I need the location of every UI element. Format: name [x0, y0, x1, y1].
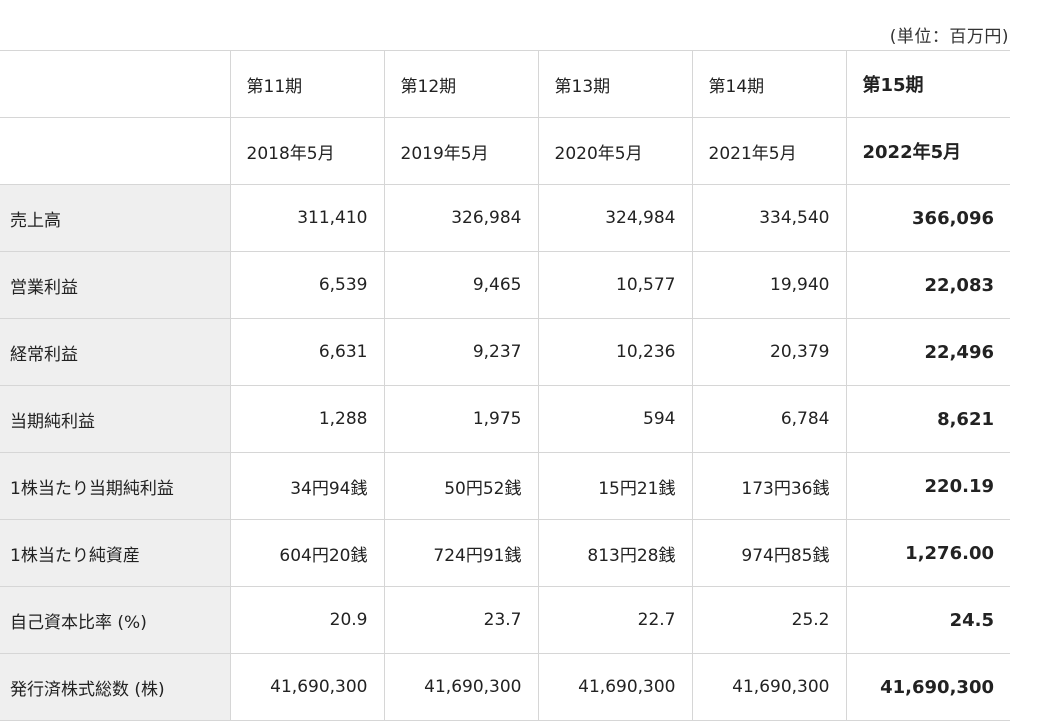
table-cell-current: 220.19 [845, 452, 1010, 520]
table-cell: 19,940 [691, 251, 846, 319]
corner-cell [0, 117, 230, 185]
table-cell: 604円20銭 [229, 519, 384, 587]
table-cell: 813円28銭 [537, 519, 692, 587]
table-row: 経常利益 6,631 9,237 10,236 20,379 22,496 [0, 318, 1010, 386]
table-cell: 334,540 [691, 184, 846, 252]
table-cell: 6,784 [691, 385, 846, 453]
header-row-period: 第11期 第12期 第13期 第14期 第15期 [0, 50, 1010, 118]
table-cell: 724円91銭 [383, 519, 538, 587]
period-header-current: 第15期 [845, 50, 1010, 118]
table-cell: 173円36銭 [691, 452, 846, 520]
table-row: 1株当たり純資産 604円20銭 724円91銭 813円28銭 974円85銭… [0, 519, 1010, 587]
table-cell: 326,984 [383, 184, 538, 252]
corner-cell [0, 50, 230, 118]
table-row: 1株当たり当期純利益 34円94銭 50円52銭 15円21銭 173円36銭 … [0, 452, 1010, 520]
table-cell: 50円52銭 [383, 452, 538, 520]
table-cell: 6,539 [229, 251, 384, 319]
table-cell: 23.7 [383, 586, 538, 654]
table-cell: 25.2 [691, 586, 846, 654]
table-cell: 41,690,300 [537, 653, 692, 721]
table-cell: 311,410 [229, 184, 384, 252]
table-cell: 9,237 [383, 318, 538, 386]
row-label-ordinary-income: 経常利益 [0, 318, 230, 386]
date-header: 2018年5月 [229, 117, 384, 185]
row-label-net-income: 当期純利益 [0, 385, 230, 453]
table-cell: 20,379 [691, 318, 846, 386]
table-cell: 41,690,300 [229, 653, 384, 721]
table-cell: 594 [537, 385, 692, 453]
date-header: 2021年5月 [691, 117, 846, 185]
unit-note: (単位：百万円) [889, 27, 1009, 47]
table-cell-current: 24.5 [845, 586, 1010, 654]
table-row: 自己資本比率 (%) 20.9 23.7 22.7 25.2 24.5 [0, 586, 1010, 654]
period-header: 第14期 [691, 50, 846, 118]
date-header-current: 2022年5月 [845, 117, 1010, 185]
table-cell: 1,288 [229, 385, 384, 453]
header-row-date: 2018年5月 2019年5月 2020年5月 2021年5月 2022年5月 [0, 117, 1010, 185]
table-cell: 10,236 [537, 318, 692, 386]
row-label-bps: 1株当たり純資産 [0, 519, 230, 587]
date-header: 2020年5月 [537, 117, 692, 185]
table-row: 営業利益 6,539 9,465 10,577 19,940 22,083 [0, 251, 1010, 319]
table-cell-current: 8,621 [845, 385, 1010, 453]
period-header: 第11期 [229, 50, 384, 118]
row-label-shares-issued: 発行済株式総数 (株) [0, 653, 230, 721]
table-cell: 41,690,300 [691, 653, 846, 721]
table-cell-current: 22,083 [845, 251, 1010, 319]
table-cell-current: 41,690,300 [845, 653, 1010, 721]
period-header: 第12期 [383, 50, 538, 118]
table-cell-current: 1,276.00 [845, 519, 1010, 587]
row-label-operating-income: 営業利益 [0, 251, 230, 319]
table-row: 当期純利益 1,288 1,975 594 6,784 8,621 [0, 385, 1010, 453]
table-cell: 34円94銭 [229, 452, 384, 520]
table-cell: 15円21銭 [537, 452, 692, 520]
table-cell: 10,577 [537, 251, 692, 319]
table-cell: 9,465 [383, 251, 538, 319]
table-cell: 1,975 [383, 385, 538, 453]
table-cell: 22.7 [537, 586, 692, 654]
financial-summary-table: 第11期 第12期 第13期 第14期 第15期 2018年5月 2019年5月… [0, 50, 1010, 721]
table-cell: 974円85銭 [691, 519, 846, 587]
table-row: 発行済株式総数 (株) 41,690,300 41,690,300 41,690… [0, 653, 1010, 721]
table-cell: 41,690,300 [383, 653, 538, 721]
row-label-net-sales: 売上高 [0, 184, 230, 252]
table-cell: 20.9 [229, 586, 384, 654]
row-label-eps: 1株当たり当期純利益 [0, 452, 230, 520]
date-header: 2019年5月 [383, 117, 538, 185]
period-header: 第13期 [537, 50, 692, 118]
table-row: 売上高 311,410 326,984 324,984 334,540 366,… [0, 184, 1010, 252]
table-cell-current: 22,496 [845, 318, 1010, 386]
row-label-equity-ratio: 自己資本比率 (%) [0, 586, 230, 654]
table-cell-current: 366,096 [845, 184, 1010, 252]
table-cell: 324,984 [537, 184, 692, 252]
table-cell: 6,631 [229, 318, 384, 386]
